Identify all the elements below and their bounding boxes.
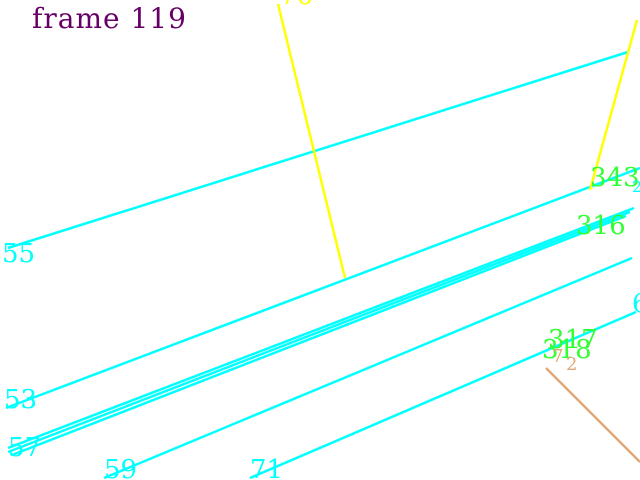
track-label-group: 55 53 57 59 71 6 — [2, 239, 640, 480]
vehicle-label-317: 317 — [548, 325, 598, 355]
track-line-57a — [7, 206, 635, 450]
vehicle-label-316: 316 — [576, 211, 626, 241]
track-label-53: 53 — [4, 385, 37, 415]
person-line — [545, 367, 640, 463]
vehicle-lines — [276, 3, 639, 279]
person-label-group: 7 2 — [552, 346, 577, 375]
vehicle-label-318: 318 — [542, 335, 592, 365]
track-line-53 — [5, 166, 640, 410]
track-label-71: 71 — [250, 455, 283, 480]
track-line-59 — [103, 256, 633, 480]
person-label-2: 2 — [566, 354, 577, 375]
track-label-6: 6 — [632, 289, 640, 319]
track-label-59: 59 — [104, 455, 137, 480]
person-label-7: 7 — [552, 346, 563, 367]
track-line-71 — [249, 310, 637, 480]
track-line-57c — [11, 214, 627, 457]
track-line-55 — [7, 50, 629, 250]
vehicle-line-343 — [588, 19, 639, 191]
vehicle-label-76: 76 — [280, 0, 313, 11]
track-label-57: 57 — [8, 433, 41, 463]
vehicle-label-group: 343 316 317 318 2 — [542, 163, 640, 365]
vehicle-line-76 — [276, 3, 347, 279]
track-lines — [5, 50, 640, 480]
vehicle-label-2: 2 — [632, 177, 640, 196]
track-line-57b — [7, 210, 631, 454]
track-label-55: 55 — [2, 239, 35, 269]
vehicle-label-343: 343 — [590, 163, 640, 193]
frame-counter: frame 119 — [32, 2, 187, 35]
